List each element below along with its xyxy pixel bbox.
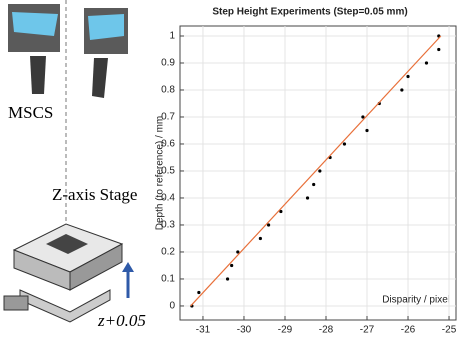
y-tick-label: 0 xyxy=(169,301,175,312)
camera-left-screen xyxy=(12,12,58,36)
x-tick-label: -29 xyxy=(278,325,293,336)
data-point xyxy=(342,142,347,146)
data-point xyxy=(365,128,369,133)
x-tick-label: -28 xyxy=(319,325,334,336)
data-point xyxy=(424,61,429,65)
y-tick-label: 1 xyxy=(169,31,175,42)
camera-right-screen xyxy=(88,14,124,40)
arrow-head xyxy=(122,262,134,272)
stage-base xyxy=(19,289,111,323)
x-tick-label: -26 xyxy=(401,325,416,336)
y-tick-label: 0.9 xyxy=(161,58,175,69)
data-point xyxy=(197,290,201,295)
data-point xyxy=(437,47,441,52)
data-point xyxy=(318,169,322,173)
y-tick-label: 0.6 xyxy=(161,139,175,150)
stage-label: Z-axis Stage xyxy=(52,185,137,204)
fit-line xyxy=(190,35,442,307)
data-point xyxy=(279,209,283,214)
x-tick-label: -30 xyxy=(237,325,252,336)
plot-frame xyxy=(179,25,457,321)
y-tick-label: 0.1 xyxy=(161,274,175,285)
data-point xyxy=(236,250,240,254)
y-axis-label: Depth (to reference) / mm xyxy=(155,116,166,230)
micrometer xyxy=(3,295,29,311)
data-point xyxy=(266,223,271,227)
y-tick-label: 0.2 xyxy=(161,247,175,258)
mscs-label: MSCS xyxy=(8,103,53,122)
data-point xyxy=(406,74,410,79)
y-tick-label: 0.8 xyxy=(161,85,175,96)
y-tick-label: 0.3 xyxy=(161,220,175,231)
data-point xyxy=(312,182,316,187)
x-tick-label: -27 xyxy=(360,325,375,336)
x-tick-label: -31 xyxy=(196,325,211,336)
diagram: MSCS Z-axis Stage z+0.05 xyxy=(3,0,146,330)
step-label: z+0.05 xyxy=(97,311,146,330)
data-point xyxy=(258,236,262,241)
y-tick-label: 0.4 xyxy=(161,193,175,204)
data-point xyxy=(225,277,230,281)
checkerboard xyxy=(46,234,88,254)
x-axis-label: Disparity / pixel xyxy=(382,295,450,306)
y-tick-label: 0.7 xyxy=(161,112,175,123)
lens-right xyxy=(92,58,108,98)
data-point xyxy=(400,88,404,92)
lens-left xyxy=(30,56,46,94)
data-point xyxy=(305,196,310,200)
y-tick-label: 0.5 xyxy=(161,166,175,177)
x-tick-label: -25 xyxy=(442,325,457,336)
stage-side-right xyxy=(69,243,123,291)
chart-title: Step Height Experiments (Step=0.05 mm) xyxy=(212,7,407,18)
data-point xyxy=(230,263,234,268)
data-point xyxy=(361,115,365,119)
